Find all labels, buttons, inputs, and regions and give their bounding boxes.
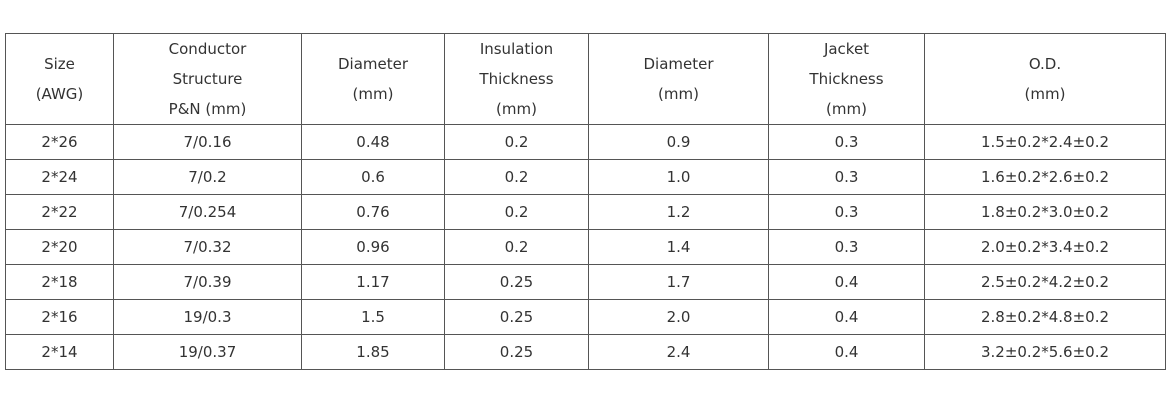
cable-spec-table: Size (AWG) Conductor Structure P&N (mm) …: [5, 33, 1166, 370]
cell-insulation-thickness: 0.2: [444, 159, 589, 195]
cell-conductor-diameter: 1.17: [301, 264, 445, 300]
cell-insulated-diameter: 1.7: [588, 264, 769, 300]
cell-conductor-structure: 7/0.2: [113, 159, 302, 195]
cell-conductor-structure: 19/0.37: [113, 334, 302, 370]
cell-conductor-structure: 7/0.254: [113, 194, 302, 230]
cell-conductor-diameter: 0.96: [301, 229, 445, 265]
table-body: 2*26 7/0.16 0.48 0.2 0.9 0.3 1.5±0.2*2.4…: [5, 124, 1166, 370]
cell-insulation-thickness: 0.25: [444, 334, 589, 370]
table-row: 2*14 19/0.37 1.85 0.25 2.4 0.4 3.2±0.2*5…: [5, 334, 1166, 370]
header-diameter-line-2: (mm): [352, 85, 394, 103]
header-conductor-line-2: Structure: [172, 70, 243, 88]
cell-insulated-diameter: 0.9: [588, 124, 769, 160]
header-size-line-2: (AWG): [35, 85, 84, 103]
cell-jacket-thickness: 0.3: [768, 124, 925, 160]
cell-size: 2*22: [5, 194, 114, 230]
header-conductor-line-3: P&N (mm): [168, 100, 247, 118]
header-insulation-line-3: (mm): [496, 100, 537, 118]
cell-conductor-diameter: 0.76: [301, 194, 445, 230]
cell-jacket-thickness: 0.3: [768, 229, 925, 265]
cell-outer-diameter: 2.0±0.2*3.4±0.2: [924, 229, 1166, 265]
header-row: Size (AWG) Conductor Structure P&N (mm) …: [5, 33, 1166, 125]
cell-jacket-thickness: 0.3: [768, 194, 925, 230]
cell-outer-diameter: 3.2±0.2*5.6±0.2: [924, 334, 1166, 370]
header-insulation-thickness: Insulation Thickness (mm): [444, 33, 589, 125]
cell-size: 2*26: [5, 124, 114, 160]
cell-conductor-structure: 7/0.32: [113, 229, 302, 265]
table-header: Size (AWG) Conductor Structure P&N (mm) …: [5, 33, 1166, 125]
header-jacket-line-1: Jacket: [823, 40, 870, 58]
header-jacket-line-2: Thickness: [809, 70, 884, 88]
cell-insulated-diameter: 2.4: [588, 334, 769, 370]
header-od-line-2: (mm): [1024, 85, 1066, 103]
header-outer-diameter: O.D. (mm): [924, 33, 1166, 125]
cell-jacket-thickness: 0.4: [768, 299, 925, 335]
table-row: 2*22 7/0.254 0.76 0.2 1.2 0.3 1.8±0.2*3.…: [5, 194, 1166, 230]
cell-size: 2*18: [5, 264, 114, 300]
cell-conductor-structure: 19/0.3: [113, 299, 302, 335]
cell-insulation-thickness: 0.2: [444, 194, 589, 230]
cell-outer-diameter: 1.8±0.2*3.0±0.2: [924, 194, 1166, 230]
cell-outer-diameter: 1.6±0.2*2.6±0.2: [924, 159, 1166, 195]
cell-insulation-thickness: 0.2: [444, 124, 589, 160]
table-row: 2*20 7/0.32 0.96 0.2 1.4 0.3 2.0±0.2*3.4…: [5, 229, 1166, 265]
cell-insulation-thickness: 0.2: [444, 229, 589, 265]
header-size: Size (AWG): [5, 33, 114, 125]
cell-insulation-thickness: 0.25: [444, 264, 589, 300]
header-jacket-line-3: (mm): [826, 100, 867, 118]
cell-jacket-thickness: 0.4: [768, 264, 925, 300]
header-diameter-line-1: Diameter: [337, 55, 409, 73]
table-row: 2*18 7/0.39 1.17 0.25 1.7 0.4 2.5±0.2*4.…: [5, 264, 1166, 300]
header-insulation-line-2: Thickness: [479, 70, 554, 88]
cell-size: 2*24: [5, 159, 114, 195]
cell-conductor-diameter: 1.85: [301, 334, 445, 370]
cell-insulated-diameter: 1.2: [588, 194, 769, 230]
cell-size: 2*14: [5, 334, 114, 370]
cell-conductor-structure: 7/0.16: [113, 124, 302, 160]
header-insulated-diameter-line-1: Diameter: [643, 55, 714, 73]
cell-jacket-thickness: 0.3: [768, 159, 925, 195]
header-conductor-diameter: Diameter (mm): [301, 33, 445, 125]
header-size-line-1: Size: [44, 55, 75, 73]
cell-size: 2*20: [5, 229, 114, 265]
header-insulation-line-1: Insulation: [479, 40, 554, 58]
cell-insulated-diameter: 1.4: [588, 229, 769, 265]
table-row: 2*16 19/0.3 1.5 0.25 2.0 0.4 2.8±0.2*4.8…: [5, 299, 1166, 335]
cell-conductor-diameter: 0.6: [301, 159, 445, 195]
header-insulated-diameter: Diameter (mm): [588, 33, 769, 125]
cell-jacket-thickness: 0.4: [768, 334, 925, 370]
cell-size: 2*16: [5, 299, 114, 335]
cell-conductor-diameter: 1.5: [301, 299, 445, 335]
cell-outer-diameter: 1.5±0.2*2.4±0.2: [924, 124, 1166, 160]
header-conductor-line-1: Conductor: [168, 40, 247, 58]
header-jacket-thickness: Jacket Thickness (mm): [768, 33, 925, 125]
table-row: 2*24 7/0.2 0.6 0.2 1.0 0.3 1.6±0.2*2.6±0…: [5, 159, 1166, 195]
cell-outer-diameter: 2.5±0.2*4.2±0.2: [924, 264, 1166, 300]
header-insulated-diameter-line-2: (mm): [658, 85, 699, 103]
header-conductor-structure: Conductor Structure P&N (mm): [113, 33, 302, 125]
cell-conductor-diameter: 0.48: [301, 124, 445, 160]
cell-insulated-diameter: 2.0: [588, 299, 769, 335]
cell-insulated-diameter: 1.0: [588, 159, 769, 195]
header-od-line-1: O.D.: [1028, 55, 1062, 73]
cell-outer-diameter: 2.8±0.2*4.8±0.2: [924, 299, 1166, 335]
cell-conductor-structure: 7/0.39: [113, 264, 302, 300]
table-row: 2*26 7/0.16 0.48 0.2 0.9 0.3 1.5±0.2*2.4…: [5, 124, 1166, 160]
cell-insulation-thickness: 0.25: [444, 299, 589, 335]
